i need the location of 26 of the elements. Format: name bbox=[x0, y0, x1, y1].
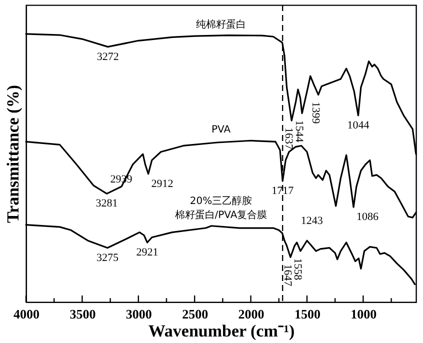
x-axis-title: Wavenumber (cm⁻¹) bbox=[148, 322, 295, 340]
x-tick-label: 2500 bbox=[182, 306, 208, 322]
series-label: PVA bbox=[211, 124, 231, 136]
y-axis-title: Transmittance (%) bbox=[4, 84, 22, 224]
annotation: 3272 bbox=[96, 50, 119, 63]
annotation: 1243 bbox=[300, 215, 324, 228]
x-tick-label: 3500 bbox=[70, 306, 96, 322]
annotation: 1086 bbox=[356, 211, 380, 224]
series-label: 20%三乙醇胺棉籽蛋白/PVA复合膜 bbox=[174, 194, 268, 221]
x-tick-label: 3000 bbox=[126, 306, 152, 322]
annotation: 1647 bbox=[281, 264, 294, 287]
annotation: 1044 bbox=[347, 119, 370, 132]
annotation: 3275 bbox=[96, 252, 119, 264]
annotation: 1558 bbox=[291, 258, 304, 281]
series-label: 纯棉籽蛋白 bbox=[196, 18, 246, 30]
x-tick-label: 1000 bbox=[350, 306, 377, 322]
annotation: 2912 bbox=[151, 178, 174, 190]
x-tick-label: 1500 bbox=[294, 306, 320, 322]
x-tick-label: 4000 bbox=[14, 306, 40, 322]
annotation: 1717 bbox=[272, 185, 294, 198]
annotation: 1399 bbox=[309, 102, 322, 124]
annotation: 1544 bbox=[293, 120, 306, 143]
x-tick-label: 2000 bbox=[238, 306, 264, 322]
annotation: 3281 bbox=[96, 198, 118, 210]
annotation: 2921 bbox=[136, 246, 158, 258]
annotation: 1637 bbox=[282, 128, 295, 150]
